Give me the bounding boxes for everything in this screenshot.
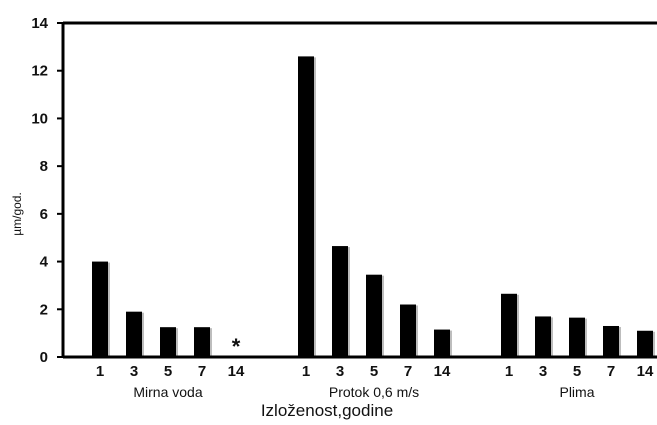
bar: [535, 316, 551, 357]
y-tick-label: 2: [40, 301, 48, 318]
group-label: Protok 0,6 m/s: [329, 384, 419, 400]
bar: [501, 293, 517, 357]
bar: [194, 327, 210, 357]
bar: [569, 317, 585, 357]
x-axis-label: Izloženost,godine: [261, 401, 393, 420]
axes: [61, 21, 657, 359]
x-tick-label: 3: [130, 363, 138, 380]
y-tick-label: 14: [31, 15, 48, 32]
x-tick-label: 5: [164, 363, 172, 380]
y-axis-ticks: 0 2 4 6 8 10 12 14: [31, 15, 63, 366]
x-tick-label: 5: [370, 363, 378, 380]
y-tick-label: 12: [31, 63, 48, 80]
bar: [298, 56, 314, 358]
x-tick-label: 14: [228, 363, 245, 380]
bar: [603, 325, 619, 357]
bar: [160, 327, 176, 357]
annotation-asterisk: *: [232, 334, 241, 359]
group-label: Plima: [559, 384, 594, 400]
bar: [366, 274, 382, 357]
x-tick-label: 14: [637, 363, 654, 380]
x-tick-label: 1: [505, 363, 513, 380]
y-tick-label: 8: [40, 158, 48, 175]
group-label: Mirna voda: [133, 384, 202, 400]
bar: [92, 261, 108, 357]
bar: [637, 330, 653, 357]
x-tick-label: 5: [573, 363, 581, 380]
x-axis-tick-labels: 1 3 5 7 14 1 3 5 7 14 1 3 5 7 14: [96, 363, 654, 380]
x-tick-label: 1: [96, 363, 104, 380]
y-tick-label: 4: [40, 254, 49, 271]
y-tick-label: 6: [40, 206, 48, 223]
bar: [332, 246, 348, 357]
bar: [400, 304, 416, 357]
bars: [92, 56, 655, 358]
y-axis-label: µm/god.: [10, 192, 24, 236]
bar: [434, 329, 450, 357]
group-labels: Mirna voda Protok 0,6 m/s Plima: [133, 384, 594, 400]
x-tick-label: 1: [302, 363, 310, 380]
x-tick-label: 7: [198, 363, 206, 380]
y-tick-label: 10: [31, 110, 48, 127]
x-tick-label: 7: [607, 363, 615, 380]
y-tick-label: 0: [40, 349, 48, 366]
x-tick-label: 3: [336, 363, 344, 380]
annotations: *: [232, 334, 241, 359]
x-tick-label: 7: [404, 363, 412, 380]
bar: [126, 311, 142, 357]
x-tick-label: 14: [434, 363, 451, 380]
x-tick-label: 3: [539, 363, 547, 380]
